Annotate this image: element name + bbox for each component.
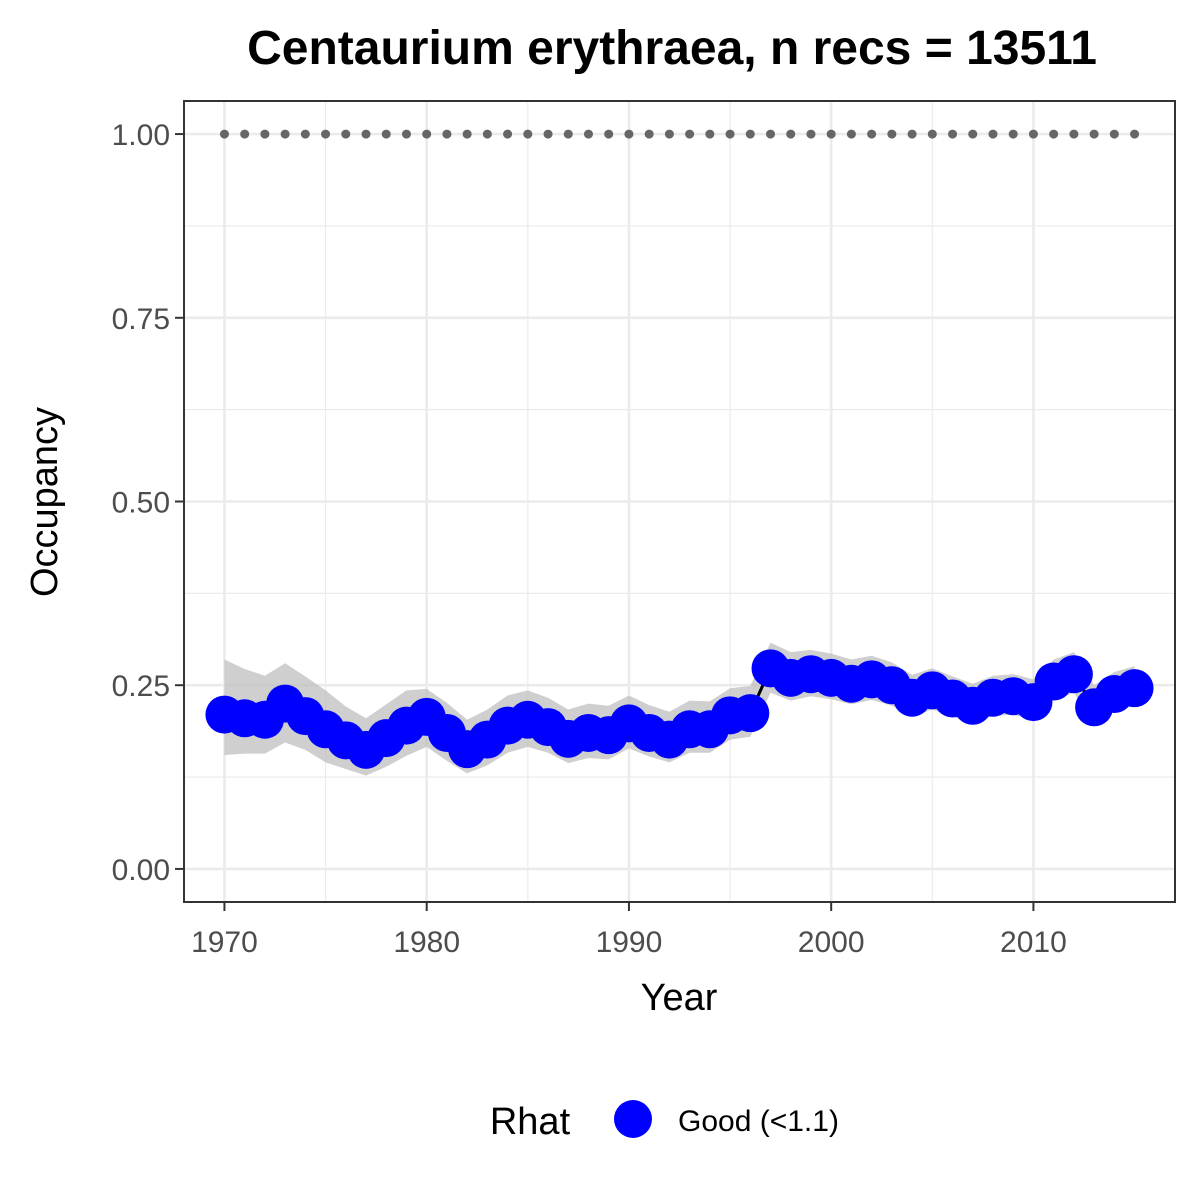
reference-point <box>523 129 533 139</box>
reference-point <box>321 129 331 139</box>
reference-point <box>887 129 897 139</box>
reference-point <box>563 129 573 139</box>
reference-point <box>644 129 654 139</box>
reference-point <box>482 129 492 139</box>
reference-point <box>462 129 472 139</box>
reference-point <box>604 129 614 139</box>
reference-point <box>624 129 634 139</box>
reference-point <box>685 129 695 139</box>
reference-point <box>401 129 411 139</box>
reference-points-layer <box>219 129 1140 139</box>
reference-point <box>1028 129 1038 139</box>
legend: Rhat Good (<1.1) <box>490 1100 839 1143</box>
reference-point <box>907 129 917 139</box>
y-tick-label: 0.50 <box>112 487 170 520</box>
reference-point <box>1130 129 1140 139</box>
reference-point <box>543 129 553 139</box>
legend-title: Rhat <box>490 1101 571 1143</box>
reference-point <box>300 129 310 139</box>
reference-point <box>1089 129 1099 139</box>
reference-point <box>826 129 836 139</box>
axes: 0.00 0.25 0.50 0.75 1.00 1970 1980 1990 2000 2010 <box>112 119 1067 959</box>
occupancy-point <box>1054 655 1093 694</box>
y-tick-label: 0.25 <box>112 670 170 703</box>
reference-point <box>422 129 432 139</box>
reference-point <box>341 129 351 139</box>
reference-point <box>745 129 755 139</box>
reference-point <box>442 129 452 139</box>
reference-point <box>1069 129 1079 139</box>
legend-label-good: Good (<1.1) <box>678 1105 839 1138</box>
reference-point <box>766 129 776 139</box>
reference-point <box>1008 129 1018 139</box>
occupancy-points-layer <box>205 649 1154 769</box>
x-tick-label: 1990 <box>596 926 663 959</box>
reference-point <box>361 129 371 139</box>
reference-point <box>1049 129 1059 139</box>
reference-point <box>583 129 593 139</box>
x-tick-label: 1980 <box>393 926 460 959</box>
reference-point <box>705 129 715 139</box>
grid-lines <box>184 101 1175 902</box>
x-tick-label: 1970 <box>191 926 258 959</box>
reference-point <box>280 129 290 139</box>
y-tick-label: 1.00 <box>112 119 170 152</box>
reference-point <box>503 129 513 139</box>
legend-key-good <box>614 1100 652 1138</box>
reference-point <box>260 129 270 139</box>
reference-point <box>219 129 229 139</box>
reference-point <box>664 129 674 139</box>
x-tick-label: 2000 <box>798 926 865 959</box>
reference-point <box>725 129 735 139</box>
x-tick-label: 2010 <box>1000 926 1067 959</box>
reference-point <box>948 129 958 139</box>
reference-point <box>846 129 856 139</box>
reference-point <box>240 129 250 139</box>
y-tick-label: 0.00 <box>112 854 170 887</box>
reference-point <box>927 129 937 139</box>
reference-point <box>867 129 877 139</box>
reference-point <box>786 129 796 139</box>
x-axis-title: Year <box>641 977 718 1019</box>
y-axis-title: Occupancy <box>24 407 66 597</box>
occupancy-point <box>731 694 770 733</box>
reference-point <box>381 129 391 139</box>
y-tick-label: 0.75 <box>112 303 170 336</box>
reference-point <box>806 129 816 139</box>
reference-point <box>988 129 998 139</box>
reference-point <box>1109 129 1119 139</box>
reference-point <box>968 129 978 139</box>
chart-title: Centaurium erythraea, n recs = 13511 <box>247 22 1097 75</box>
occupancy-point <box>1115 669 1154 708</box>
